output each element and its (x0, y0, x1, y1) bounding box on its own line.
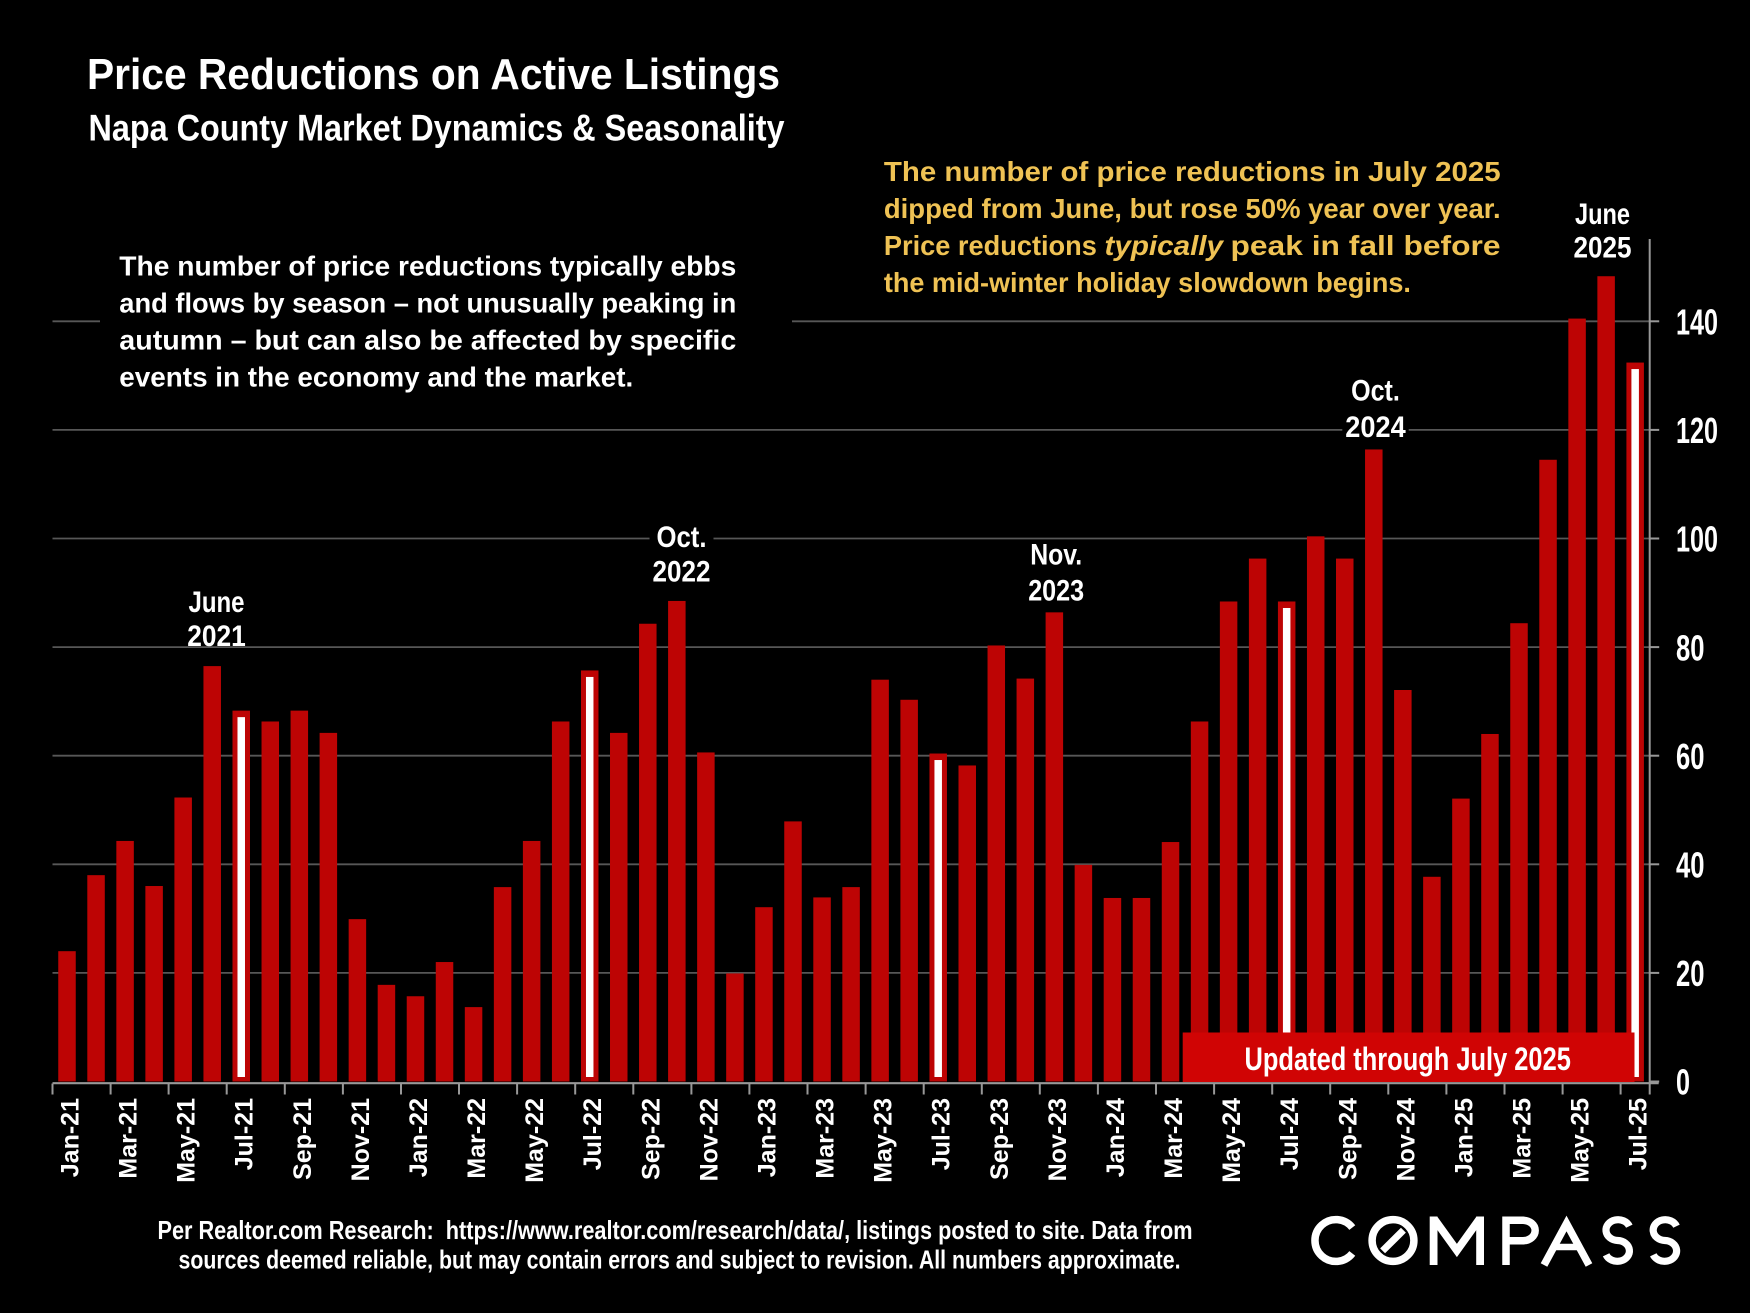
svg-text:Per Realtor.com Research: htt: Per Realtor.com Research: https://www.re… (158, 1217, 1193, 1245)
svg-text:20: 20 (1676, 953, 1705, 994)
svg-text:Sep-21: Sep-21 (289, 1098, 317, 1180)
svg-text:100: 100 (1676, 519, 1718, 560)
svg-text:May-24: May-24 (1218, 1098, 1246, 1183)
svg-text:Oct.: Oct. (1351, 375, 1400, 408)
svg-text:2022: 2022 (653, 555, 711, 588)
svg-text:80: 80 (1676, 627, 1705, 668)
svg-text:Mar-25: Mar-25 (1509, 1098, 1537, 1179)
svg-text:peak in fall before: peak in fall before (1231, 230, 1501, 261)
svg-text:Nov-23: Nov-23 (1044, 1098, 1072, 1181)
svg-text:Price reductions: Price reductions (884, 230, 1097, 261)
svg-text:Mar-21: Mar-21 (115, 1098, 143, 1179)
svg-text:Jul-24: Jul-24 (1276, 1098, 1304, 1170)
svg-text:The number of price reductions: The number of price reductions in July 2… (884, 156, 1501, 187)
svg-text:May-25: May-25 (1567, 1098, 1595, 1183)
svg-text:Jul-25: Jul-25 (1625, 1098, 1653, 1170)
svg-text:The number of price reductions: The number of price reductions typically… (119, 250, 736, 281)
svg-text:2021: 2021 (187, 620, 246, 653)
svg-text:0: 0 (1676, 1062, 1690, 1103)
svg-text:2023: 2023 (1028, 574, 1084, 607)
svg-text:Nov.: Nov. (1030, 539, 1082, 572)
svg-text:and flows by season – not unus: and flows by season – not unusually peak… (119, 287, 736, 318)
svg-text:Nov-21: Nov-21 (347, 1098, 375, 1181)
svg-text:2024: 2024 (1345, 411, 1406, 444)
svg-text:the mid-winter holiday slowdow: the mid-winter holiday slowdown begins. (884, 267, 1411, 298)
svg-text:Jan-22: Jan-22 (405, 1098, 433, 1177)
svg-text:June: June (189, 586, 245, 619)
svg-text:Napa County Market Dynamics &: Napa County Market Dynamics & Seasonalit… (89, 108, 785, 149)
svg-text:120: 120 (1676, 410, 1718, 451)
svg-text:Sep-22: Sep-22 (637, 1098, 665, 1180)
svg-text:Price Reductions on Active Lis: Price Reductions on Active Listings (87, 50, 780, 99)
svg-text:typically: typically (1105, 230, 1225, 261)
svg-text:Nov-24: Nov-24 (1392, 1098, 1420, 1181)
svg-text:140: 140 (1676, 302, 1718, 343)
svg-text:June: June (1575, 198, 1630, 231)
svg-text:Jul-22: Jul-22 (579, 1098, 607, 1170)
svg-text:Jan-23: Jan-23 (754, 1098, 782, 1177)
svg-text:autumn – but can also be affec: autumn – but can also be affected by spe… (119, 325, 736, 356)
svg-text:events in the economy and the: events in the economy and the market. (119, 362, 633, 393)
svg-text:Mar-22: Mar-22 (463, 1098, 491, 1179)
svg-text:Updated through July 2025: Updated through July 2025 (1245, 1041, 1571, 1077)
svg-text:Jan-21: Jan-21 (57, 1098, 85, 1177)
svg-text:May-21: May-21 (173, 1098, 201, 1183)
svg-text:Jul-23: Jul-23 (928, 1098, 956, 1170)
svg-text:Oct.: Oct. (657, 521, 707, 554)
svg-text:Sep-23: Sep-23 (986, 1098, 1014, 1180)
svg-text:Mar-24: Mar-24 (1160, 1098, 1188, 1179)
svg-text:2025: 2025 (1574, 231, 1632, 264)
svg-text:sources deemed reliable, but m: sources deemed reliable, but may contain… (179, 1247, 1181, 1275)
svg-text:Nov-22: Nov-22 (695, 1098, 723, 1181)
svg-text:60: 60 (1676, 736, 1705, 777)
svg-text:May-23: May-23 (870, 1098, 898, 1183)
svg-text:Jan-25: Jan-25 (1450, 1098, 1478, 1177)
svg-text:Sep-24: Sep-24 (1334, 1098, 1362, 1180)
svg-text:Jan-24: Jan-24 (1102, 1098, 1130, 1177)
svg-text:Jul-21: Jul-21 (231, 1098, 259, 1170)
svg-text:Mar-23: Mar-23 (812, 1098, 840, 1179)
svg-text:40: 40 (1676, 845, 1705, 886)
svg-text:May-22: May-22 (521, 1098, 549, 1183)
svg-text:dipped from June, but rose 50%: dipped from June, but rose 50% year over… (884, 193, 1501, 224)
